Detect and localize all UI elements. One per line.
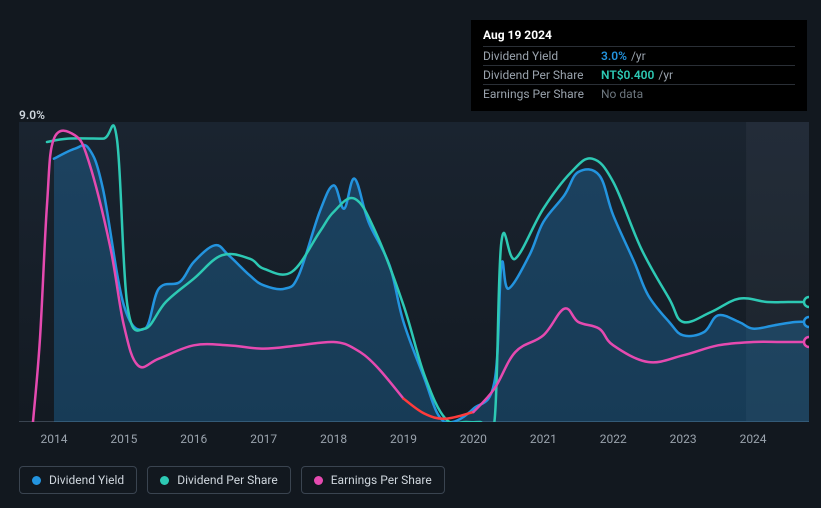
tooltip-label: Dividend Per Share bbox=[483, 68, 601, 82]
legend-item[interactable]: Dividend Yield bbox=[19, 466, 137, 494]
tooltip-value: NT$0.400 bbox=[601, 68, 654, 82]
legend: Dividend Yield Dividend Per Share Earnings… bbox=[19, 466, 445, 494]
chart-tooltip: Aug 19 2024 Dividend Yield3.0% /yrDivide… bbox=[471, 20, 807, 111]
tooltip-value: 3.0% bbox=[601, 49, 627, 63]
x-tick: 2024 bbox=[740, 432, 767, 446]
tooltip-row: Dividend Per ShareNT$0.400 /yr bbox=[483, 65, 795, 84]
x-tick: 2015 bbox=[110, 432, 137, 446]
tooltip-row: Earnings Per ShareNo data bbox=[483, 84, 795, 103]
x-tick: 2020 bbox=[460, 432, 487, 446]
x-tick: 2023 bbox=[670, 432, 697, 446]
tooltip-nodata: No data bbox=[601, 87, 643, 101]
tooltip-label: Dividend Yield bbox=[483, 49, 601, 63]
legend-dot bbox=[160, 476, 169, 485]
x-tick: 2019 bbox=[390, 432, 417, 446]
legend-item[interactable]: Earnings Per Share bbox=[301, 466, 445, 494]
legend-dot bbox=[32, 476, 41, 485]
tooltip-unit: /yr bbox=[631, 49, 646, 63]
x-tick: 2014 bbox=[40, 432, 67, 446]
tooltip-unit: /yr bbox=[658, 68, 673, 82]
x-tick: 2021 bbox=[530, 432, 557, 446]
x-tick: 2022 bbox=[600, 432, 627, 446]
x-tick: 2018 bbox=[320, 432, 347, 446]
tooltip-date: Aug 19 2024 bbox=[483, 28, 795, 42]
x-tick: 2017 bbox=[250, 432, 277, 446]
legend-label: Dividend Yield bbox=[49, 473, 124, 487]
tooltip-label: Earnings Per Share bbox=[483, 87, 601, 101]
legend-label: Earnings Per Share bbox=[331, 473, 432, 487]
x-tick: 2016 bbox=[180, 432, 207, 446]
line-chart bbox=[19, 122, 809, 422]
legend-item[interactable]: Dividend Per Share bbox=[147, 466, 291, 494]
y-axis-max: 9.0% bbox=[19, 108, 45, 122]
legend-label: Dividend Per Share bbox=[177, 473, 278, 487]
legend-dot bbox=[314, 476, 323, 485]
tooltip-row: Dividend Yield3.0% /yr bbox=[483, 46, 795, 65]
